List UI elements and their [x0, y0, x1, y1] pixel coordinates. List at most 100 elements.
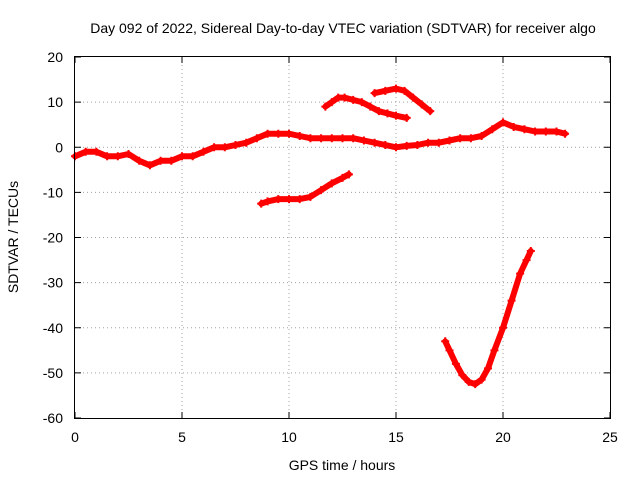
data-point-marker	[402, 113, 411, 122]
y-tick-label: -50	[43, 365, 63, 381]
data-point-marker	[317, 134, 326, 143]
data-point-marker	[349, 134, 358, 143]
data-point-marker	[327, 134, 336, 143]
data-point-marker	[295, 131, 304, 140]
data-point-marker	[178, 152, 186, 161]
data-point-marker	[285, 129, 293, 138]
data-point-marker	[381, 140, 390, 149]
data-point-marker	[124, 150, 133, 159]
data-point-marker	[400, 86, 409, 95]
data-point-marker	[434, 138, 443, 147]
data-point-marker	[274, 129, 283, 138]
data-point-marker	[499, 323, 507, 332]
data-point-marker	[349, 95, 358, 104]
data-point-marker	[338, 173, 347, 182]
data-point-marker	[477, 375, 486, 384]
data-point-marker	[295, 195, 304, 204]
data-point-marker	[327, 179, 336, 188]
data-point-marker	[327, 98, 336, 107]
data-point-marker	[541, 127, 550, 136]
data-point-marker	[441, 337, 450, 346]
y-tick-label: -30	[43, 275, 63, 291]
series-line-deep-dip	[442, 248, 534, 388]
data-point-marker	[490, 346, 499, 355]
y-tick-label: 0	[55, 139, 63, 155]
y-axis-label: SDTVAR / TECUs	[5, 181, 21, 293]
data-point-marker	[520, 125, 529, 134]
data-point-marker	[156, 156, 165, 165]
data-point-marker	[306, 192, 315, 201]
data-point-marker	[426, 107, 435, 116]
data-point-marker	[210, 143, 219, 152]
data-point-marker	[103, 152, 112, 161]
data-point-marker	[477, 131, 486, 140]
data-point-marker	[92, 147, 101, 156]
data-point-marker	[402, 141, 411, 150]
data-point-marker	[445, 136, 454, 145]
data-point-marker	[274, 195, 283, 204]
data-point-marker	[417, 100, 426, 109]
data-point-marker	[522, 256, 531, 265]
data-point-marker	[306, 134, 315, 143]
data-point-marker	[471, 380, 480, 389]
data-point-marker	[466, 134, 475, 143]
x-tick-label: 0	[71, 429, 79, 445]
data-point-marker	[488, 125, 497, 134]
data-point-marker	[456, 134, 465, 143]
data-point-marker	[317, 186, 326, 195]
data-point-marker	[381, 86, 390, 95]
data-point-marker	[484, 364, 493, 373]
x-tick-label: 20	[495, 429, 511, 445]
y-tick-label: 20	[47, 49, 63, 65]
data-point-marker	[263, 197, 272, 206]
data-point-marker	[392, 111, 400, 120]
data-point-marker	[507, 296, 516, 305]
data-point-marker	[231, 140, 240, 149]
data-point-marker	[374, 107, 383, 116]
data-point-marker	[451, 359, 460, 368]
data-point-marker	[145, 161, 154, 170]
data-point-marker	[340, 93, 349, 102]
data-point-marker	[383, 109, 392, 118]
data-point-marker	[516, 269, 525, 278]
data-point-marker	[561, 129, 570, 138]
data-point-marker	[370, 89, 379, 98]
data-point-marker	[499, 118, 507, 127]
data-point-marker	[458, 371, 467, 380]
data-point-marker	[81, 147, 90, 156]
data-point-marker	[321, 102, 330, 111]
series-line-lower-branch	[258, 171, 352, 207]
data-point-marker	[359, 136, 368, 145]
x-tick-label: 25	[602, 429, 618, 445]
y-tick-label: 10	[47, 94, 63, 110]
data-point-marker	[357, 98, 366, 107]
data-series	[71, 84, 570, 389]
data-point-marker	[252, 134, 261, 143]
data-point-marker	[392, 84, 400, 93]
grid-lines	[75, 57, 610, 418]
x-tick-label: 5	[178, 429, 186, 445]
data-point-marker	[366, 102, 375, 111]
x-tick-label: 15	[388, 429, 404, 445]
axis-ticks: 0 5 10 15 20 25 -60 -50 -40 -30 -20 -10 0 10 20	[43, 49, 618, 445]
data-point-marker	[370, 138, 379, 147]
data-point-marker	[167, 156, 176, 165]
data-point-marker	[392, 143, 400, 152]
x-tick-label: 10	[281, 429, 297, 445]
data-point-marker	[531, 127, 540, 136]
y-tick-label: -60	[43, 410, 63, 426]
data-point-marker	[220, 143, 229, 152]
plot-frame	[74, 56, 611, 419]
data-point-marker	[526, 247, 535, 256]
data-point-marker	[199, 147, 208, 156]
y-tick-label: -20	[43, 230, 63, 246]
data-point-marker	[285, 195, 293, 204]
data-point-marker	[413, 140, 422, 149]
chart-title: Day 092 of 2022, Sidereal Day-to-day VTE…	[90, 20, 596, 36]
data-point-marker	[135, 156, 144, 165]
data-point-marker	[113, 152, 122, 161]
data-point-marker	[509, 122, 518, 131]
y-tick-label: -40	[43, 320, 63, 336]
data-point-marker	[242, 138, 251, 147]
